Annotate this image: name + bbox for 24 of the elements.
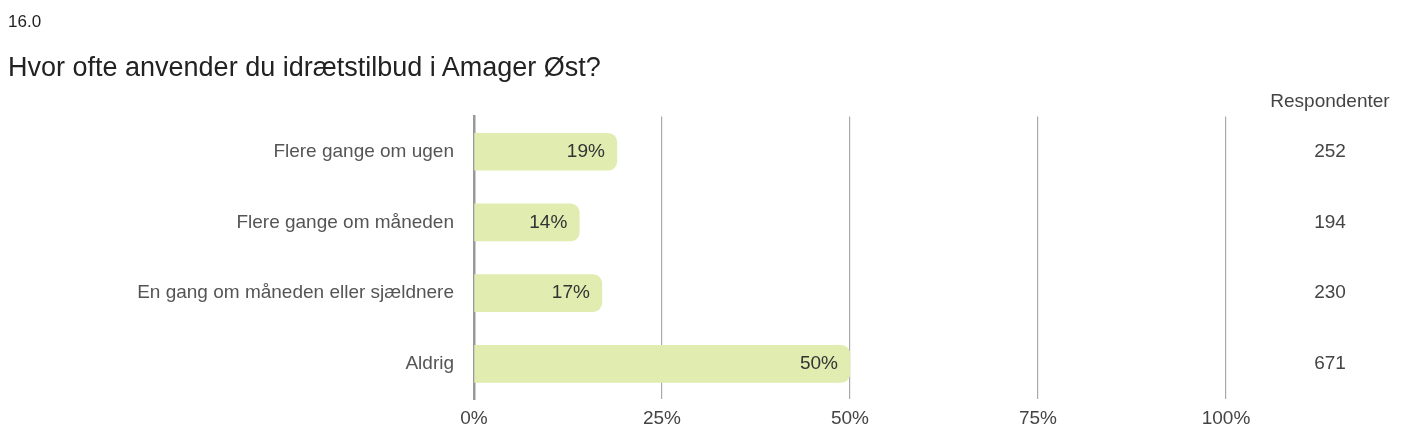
text: 252 [1314,139,1346,161]
x-tick-label: 75% [1018,406,1058,428]
data-label: 17% [551,281,590,303]
x-tick-label: 0% [460,406,488,428]
chart-title: Hvor ofte anvender du idrætstilbud i Amager Øst? [8,52,601,83]
y-tick-label: En gang om måneden eller sjældnere [137,281,454,303]
text: 671 [1314,352,1346,374]
bar [474,132,618,171]
x-tick-label: 25% [642,406,682,428]
data-label: 14% [529,210,568,232]
x-tick-label: 100% [1201,406,1251,428]
data-label: 19% [566,139,605,161]
text: 16.0 [8,12,42,32]
x-tick-label: 50% [830,406,870,428]
bar [474,274,603,312]
y-tick-label: Flere gange om ugen [273,139,454,161]
data-label: 50% [799,352,839,374]
text: 194 [1314,210,1347,232]
y-tick-label: Aldrig [405,352,454,374]
y-tick-label: Flere gange om måneden [236,210,454,232]
text: 230 [1314,281,1346,303]
text: Respondenter [1270,90,1391,112]
bar [474,203,580,242]
bar [474,345,851,383]
